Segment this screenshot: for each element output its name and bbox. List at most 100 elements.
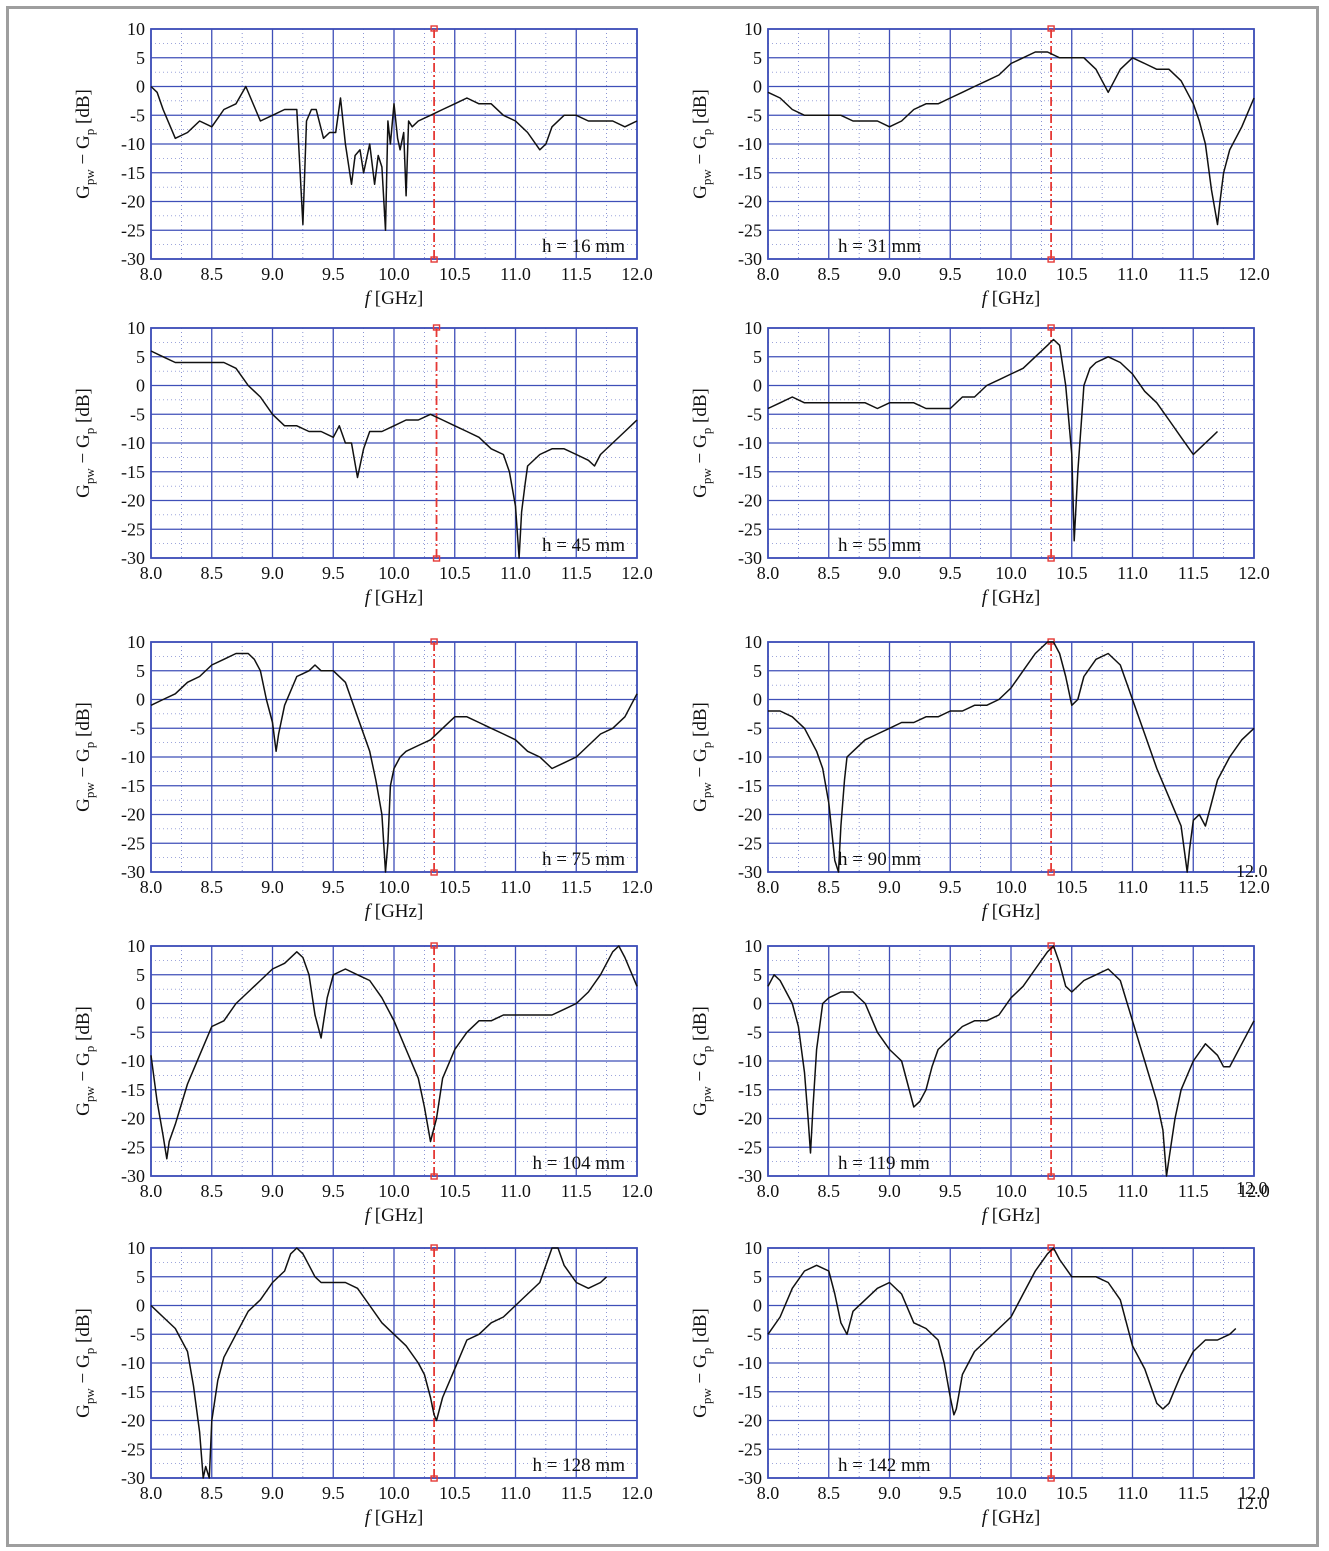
x-tick-label: 8.5 [201, 264, 224, 284]
data-series-line [150, 85, 638, 232]
y-axis-label: Gpw − Gp [dB] [690, 89, 714, 199]
y-tick-label: 0 [753, 376, 762, 396]
y-tick-label: -25 [738, 1137, 762, 1157]
data-series-line [150, 652, 638, 873]
y-axis-label: Gpw − Gp [dB] [73, 1308, 97, 1418]
x-tick-label: 11.5 [1178, 877, 1209, 897]
y-tick-label: -10 [738, 1353, 762, 1373]
x-tick-label: 10.0 [995, 877, 1027, 897]
x-tick-label: 8.0 [757, 264, 780, 284]
x-tick-label: 8.0 [757, 1181, 780, 1201]
x-tick-label: 11.0 [500, 264, 531, 284]
plot-frame [150, 641, 638, 873]
x-tick-label: 10.0 [378, 264, 410, 284]
reference-marker-top [430, 942, 438, 949]
y-tick-label: 10 [744, 632, 762, 652]
y-tick-label: -5 [130, 1324, 145, 1344]
y-tick-label: 0 [136, 376, 145, 396]
series-annotation: h = 75 mm [542, 849, 625, 870]
y-axis-label: Gpw − Gp [dB] [690, 702, 714, 812]
x-tick-label: 10.0 [378, 1483, 410, 1503]
chart-panel: 10 5 0 -5 -10 -15 -20 -25 -308.0 8.5 9.0 9.5 10.0 10.… [73, 632, 653, 922]
reference-marker-top [430, 638, 438, 645]
reference-marker-bottom [1047, 869, 1055, 876]
y-tick-label: -25 [738, 519, 762, 539]
y-axis-label: Gpw − Gp [dB] [73, 388, 97, 498]
y-tick-label: 0 [136, 77, 145, 97]
x-tick-label: 8.5 [201, 563, 224, 583]
x-tick-label: 8.0 [757, 1483, 780, 1503]
y-axis-label: Gpw − Gp [dB] [73, 89, 97, 199]
chart-panel: 10 5 0 -5 -10 -15 -20 -25 -308.0 8.5 9.0 9.5 10.0 10.… [690, 936, 1270, 1226]
x-tick-label: 11.5 [561, 1483, 592, 1503]
y-tick-label: -30 [738, 1166, 762, 1186]
x-tick-label: 9.0 [878, 563, 901, 583]
y-tick-label: 5 [136, 1267, 145, 1287]
data-series-line [767, 338, 1219, 542]
x-tick-label: 12.0 [621, 563, 653, 583]
y-tick-label: -10 [121, 433, 145, 453]
x-tick-label: 11.5 [1178, 563, 1209, 583]
x-tick-label: 12.0 [621, 264, 653, 284]
y-tick-label: -30 [121, 1166, 145, 1186]
y-tick-label: 10 [127, 632, 145, 652]
x-tick-label: 8.0 [140, 877, 163, 897]
x-tick-label: 12.0 [1238, 1181, 1270, 1201]
x-tick-label: 12.0 [1238, 563, 1270, 583]
x-tick-label: 8.5 [818, 264, 841, 284]
data-series-line [767, 51, 1255, 226]
x-tick-label: 8.5 [818, 877, 841, 897]
x-tick-label: 12.0 [621, 1181, 653, 1201]
chart-panel: 10 5 0 -5 -10 -15 -20 -25 -308.0 8.5 9.0 9.5 10.0 10.… [690, 632, 1270, 922]
y-tick-label: -5 [747, 718, 762, 738]
series-annotation: h = 128 mm [532, 1455, 625, 1476]
x-tick-label: 10.0 [995, 264, 1027, 284]
y-tick-label: 10 [127, 1238, 145, 1258]
x-axis-label: f [GHz] [365, 901, 424, 922]
chart-panel: 10 5 0 -5 -10 -15 -20 -25 -308.0 8.5 9.0 9.5 10.0 10.… [73, 1238, 653, 1528]
x-tick-label: 10.5 [439, 1181, 471, 1201]
x-tick-label: 11.0 [1117, 1483, 1148, 1503]
x-tick-label: 9.5 [939, 1483, 962, 1503]
x-tick-label: 9.0 [878, 1483, 901, 1503]
y-axis-label: Gpw − Gp [dB] [690, 1006, 714, 1116]
x-tick-label: 10.5 [439, 1483, 471, 1503]
reference-marker-top [1047, 324, 1055, 331]
y-tick-label: -10 [121, 1353, 145, 1373]
data-series-line [150, 945, 638, 1160]
x-tick-label: 10.0 [995, 1483, 1027, 1503]
series-annotation: h = 16 mm [542, 236, 625, 257]
y-tick-label: -5 [130, 718, 145, 738]
y-tick-label: 10 [127, 318, 145, 338]
y-tick-label: -5 [747, 105, 762, 125]
reference-marker-bottom [1047, 256, 1055, 263]
y-tick-label: -10 [738, 1051, 762, 1071]
y-tick-label: -20 [121, 805, 145, 825]
series-annotation: h = 104 mm [532, 1153, 625, 1174]
x-tick-label: 10.5 [1056, 1181, 1088, 1201]
x-tick-label: 10.0 [995, 563, 1027, 583]
x-tick-label: 10.5 [1056, 264, 1088, 284]
y-tick-label: -20 [121, 192, 145, 212]
plot-frame [767, 641, 1255, 873]
y-tick-label: -15 [738, 462, 762, 482]
x-tick-label: 10.5 [439, 877, 471, 897]
y-tick-label: -10 [121, 1051, 145, 1071]
chart-panel: 10 5 0 -5 -10 -15 -20 -25 -308.0 8.5 9.0 9.5 10.0 10.… [690, 1238, 1270, 1528]
chart-panel: 10 5 0 -5 -10 -15 -20 -25 -308.0 8.5 9.0 9.5 10.0 10.… [690, 19, 1270, 309]
x-tick-label: 9.5 [939, 563, 962, 583]
data-series-line [150, 350, 638, 559]
x-tick-label: 11.0 [500, 1483, 531, 1503]
x-tick-label: 12.0 [1238, 877, 1270, 897]
y-tick-label: 5 [753, 48, 762, 68]
y-tick-label: -10 [738, 134, 762, 154]
x-axis-label: f [GHz] [982, 1205, 1041, 1226]
x-axis-label: f [GHz] [982, 288, 1041, 309]
x-tick-label: 10.0 [378, 1181, 410, 1201]
y-tick-label: -10 [738, 747, 762, 767]
x-tick-label: 11.0 [1117, 877, 1148, 897]
x-tick-label: 9.5 [939, 264, 962, 284]
y-tick-label: -5 [130, 1022, 145, 1042]
x-tick-label: 11.0 [500, 563, 531, 583]
